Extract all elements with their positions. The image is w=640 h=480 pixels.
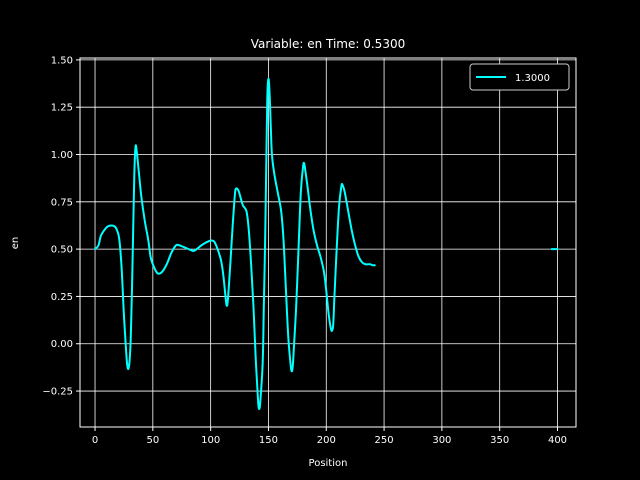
y-tick-label: 1.00 [51, 150, 73, 161]
y-tick-label: −0.25 [42, 387, 73, 398]
y-tick-label: 0.75 [51, 197, 73, 208]
x-tick-label: 300 [432, 435, 451, 446]
x-axis-label: Position [309, 458, 348, 469]
y-tick-label: 1.25 [51, 103, 73, 114]
x-tick-label: 0 [92, 435, 98, 446]
plot-frame [79, 57, 577, 428]
series-line-1-segment-1 [94, 77, 376, 411]
legend: 1.3000 [469, 63, 570, 91]
chart-title: Variable: en Time: 0.5300 [251, 37, 405, 51]
x-tick-label: 50 [146, 435, 159, 446]
y-tick-label: 1.50 [51, 55, 73, 66]
y-tick-label: 0.00 [51, 339, 73, 350]
x-axis: 0 50 100 150 200 250 300 350 400 [92, 427, 567, 446]
x-tick-label: 400 [548, 435, 567, 446]
x-tick-label: 200 [317, 435, 336, 446]
x-tick-label: 350 [490, 435, 509, 446]
x-tick-label: 100 [201, 435, 220, 446]
y-axis-label: en [10, 237, 21, 250]
legend-label-series-1: 1.3000 [515, 73, 550, 84]
data-area [94, 77, 559, 411]
y-tick-label: 0.50 [51, 245, 73, 256]
y-tick-label: 0.25 [51, 292, 73, 303]
legend-box [469, 63, 570, 91]
x-tick-label: 150 [259, 435, 278, 446]
grid [80, 58, 576, 427]
y-axis: −0.25 0.00 0.25 0.50 0.75 1.00 1.25 1.50 [42, 55, 80, 398]
x-tick-label: 250 [375, 435, 394, 446]
